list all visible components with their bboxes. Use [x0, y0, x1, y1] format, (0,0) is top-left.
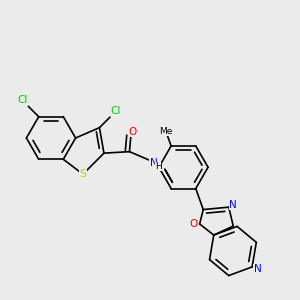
Text: N: N: [230, 200, 237, 210]
Text: Cl: Cl: [17, 95, 27, 105]
Text: O: O: [128, 127, 136, 136]
Text: Cl: Cl: [111, 106, 121, 116]
Text: Me: Me: [159, 127, 172, 136]
Text: N: N: [150, 158, 157, 168]
Text: N: N: [254, 264, 261, 274]
Text: H: H: [155, 162, 162, 171]
Text: O: O: [189, 219, 197, 229]
Text: S: S: [80, 169, 86, 179]
